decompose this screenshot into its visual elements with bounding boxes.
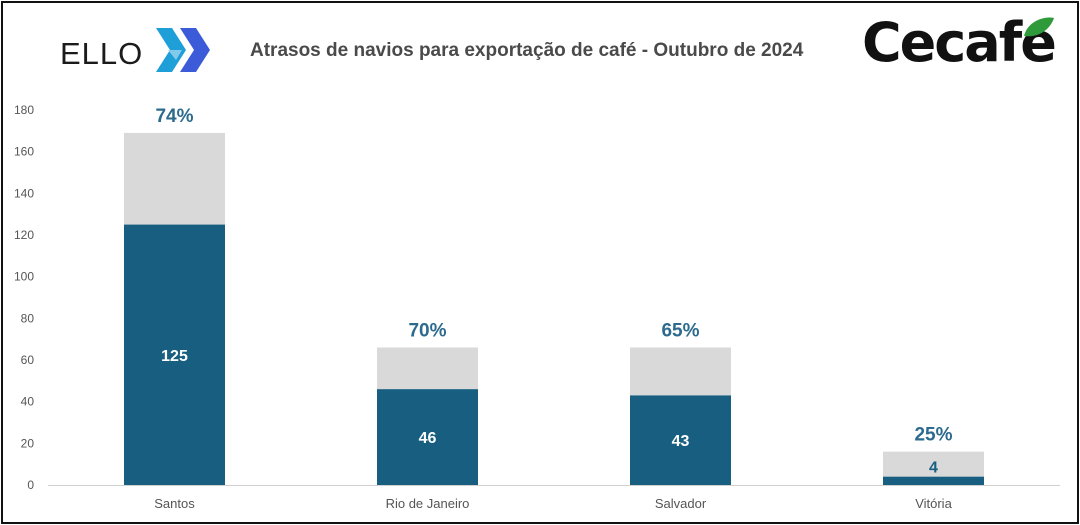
ello-logo-text: ELLO: [60, 36, 144, 71]
bar-percent-label: 65%: [661, 321, 699, 342]
cecafe-logo: Cecafe: [862, 16, 1057, 70]
cecafe-logo-text: Cecafe: [862, 11, 1057, 74]
x-tick-label: Santos: [154, 496, 195, 511]
x-tick-label: Rio de Janeiro: [386, 496, 470, 511]
y-tick-label: 140: [14, 186, 34, 200]
y-tick-label: 20: [21, 436, 35, 450]
y-tick-label: 120: [14, 228, 34, 242]
bar-value-label: 4: [929, 460, 938, 477]
y-tick-label: 60: [21, 353, 35, 367]
chart-title: Atrasos de navios para exportação de caf…: [250, 40, 804, 61]
y-tick-label: 100: [14, 270, 34, 284]
x-tick-label: Vitória: [915, 496, 952, 511]
bar-segment-delayed: [124, 224, 225, 486]
bar-percent-label: 74%: [155, 106, 193, 127]
y-tick-label: 160: [14, 145, 34, 159]
bar-value-label: 43: [672, 433, 690, 450]
bar-segment-total: [377, 347, 478, 390]
bar-segment-delayed: [883, 476, 984, 485]
bar-value-label: 46: [419, 430, 437, 447]
y-tick-label: 180: [14, 103, 34, 117]
y-tick-label: 0: [27, 478, 34, 492]
bar-segment-total: [630, 347, 731, 396]
bar-value-label: 125: [161, 348, 188, 365]
leaf-icon: [1024, 17, 1054, 37]
y-tick-label: 80: [21, 311, 35, 325]
ello-x-mark-icon: [156, 28, 210, 72]
bar-percent-label: 70%: [408, 321, 446, 342]
bar-segment-delayed: [630, 395, 731, 485]
bar-segment-delayed: [377, 389, 478, 485]
x-tick-label: Salvador: [655, 496, 707, 511]
bar-percent-label: 25%: [914, 425, 952, 446]
bars: 125 74% Santos 46 70% Rio de Janeiro 43 65% Salv…: [124, 106, 984, 511]
bar-segment-total: [124, 132, 225, 225]
bar-segment-total: [883, 451, 984, 477]
y-tick-label: 40: [21, 395, 35, 409]
y-axis: 0 20 40 60 80 100 120 140 160 180: [14, 103, 34, 492]
